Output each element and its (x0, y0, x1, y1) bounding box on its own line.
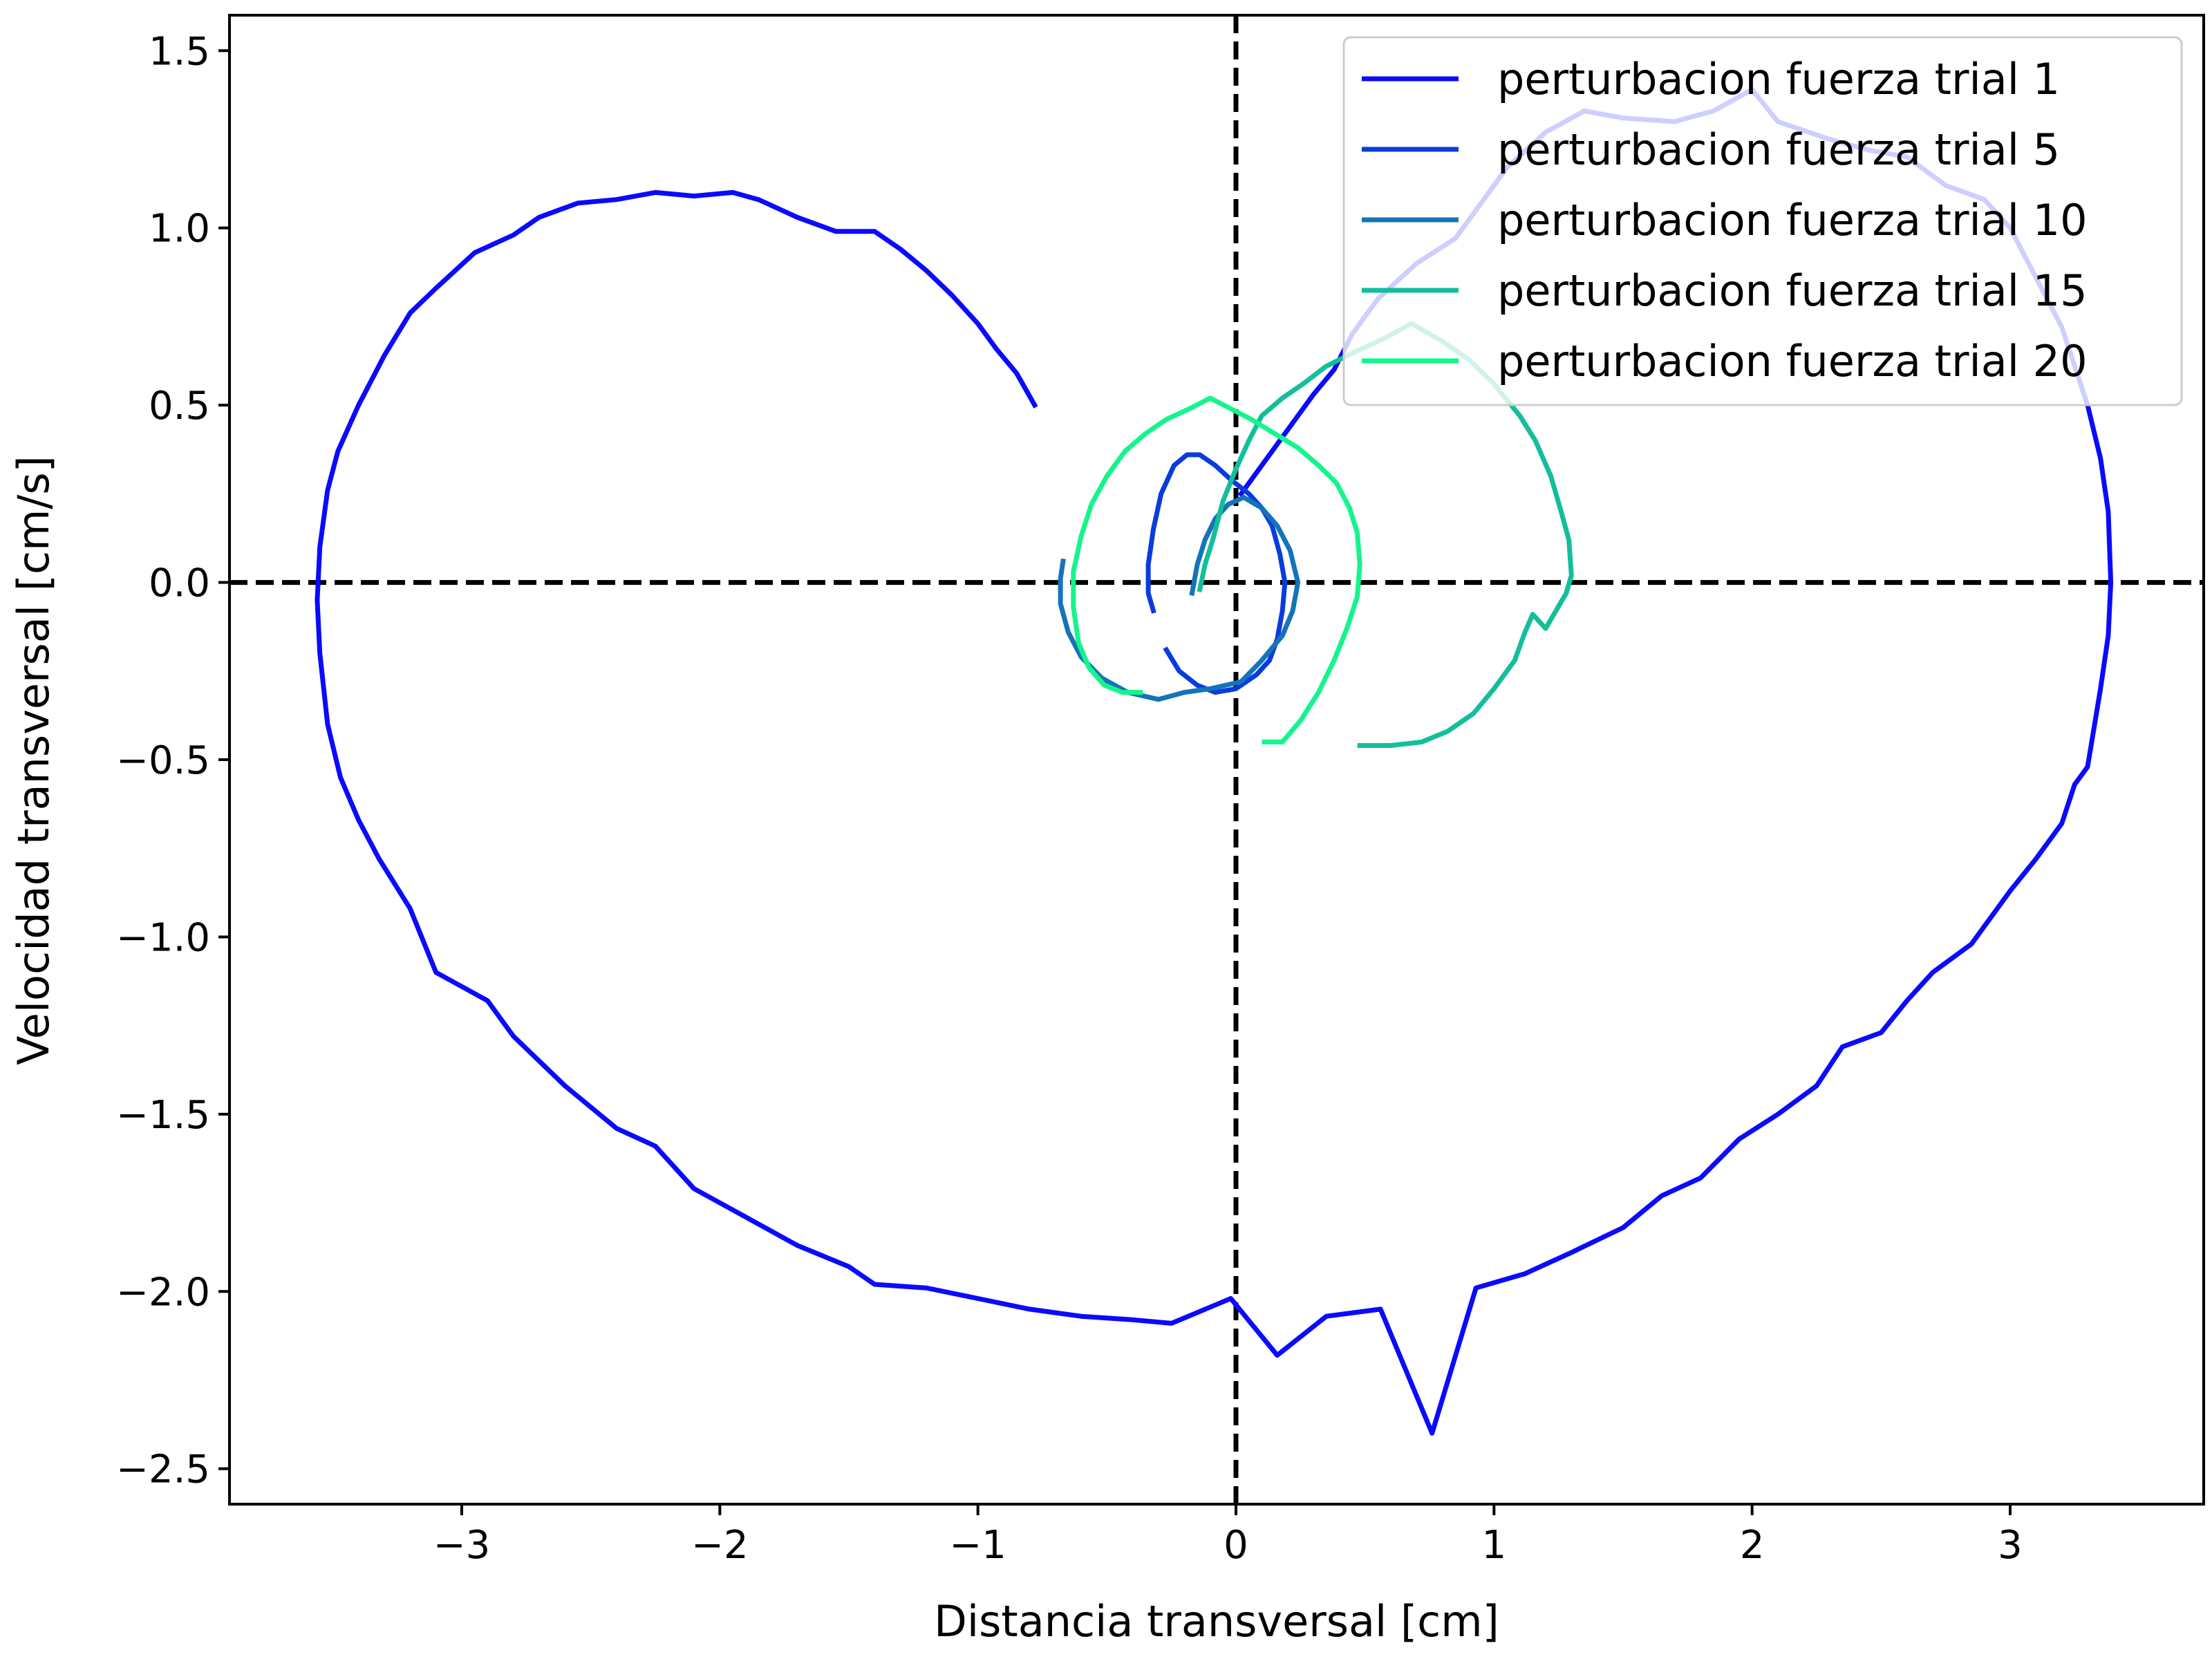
x-axis-ticks: −3 −2 −1 0 1 2 3 (433, 1504, 2023, 1568)
series-line-5 (1071, 395, 1362, 744)
legend-label-1: perturbacion fuerza trial 1 (1497, 54, 2060, 104)
x-tick-label: −2 (691, 1523, 749, 1568)
x-tick-label: −3 (433, 1523, 491, 1568)
x-tick-label: 1 (1482, 1523, 1507, 1568)
y-tick-label: −2.0 (116, 1270, 210, 1315)
legend-label-4: perturbacion fuerza trial 15 (1497, 265, 2088, 316)
series-line-3 (1058, 495, 1301, 702)
y-tick-label: −2.5 (116, 1447, 210, 1492)
legend-label-2: perturbacion fuerza trial 5 (1497, 124, 2060, 175)
x-tick-label: 0 (1224, 1523, 1248, 1568)
legend-label-5: perturbacion fuerza trial 20 (1497, 336, 2088, 386)
y-tick-label: −1.5 (116, 1093, 210, 1138)
legend-box (1342, 36, 2183, 406)
x-tick-label: 2 (1740, 1523, 1765, 1568)
y-tick-label: −1.0 (116, 915, 210, 960)
legend-label-3: perturbacion fuerza trial 10 (1497, 195, 2088, 245)
x-tick-label: −1 (949, 1523, 1006, 1568)
x-axis-label: Distancia transversal [cm] (934, 1596, 1499, 1647)
x-tick-label: 3 (1998, 1523, 2023, 1568)
reference-lines (229, 15, 2204, 1504)
legend-entries: perturbacion fuerza trial 1 perturbacion … (1362, 54, 2088, 386)
legend: perturbacion fuerza trial 1 perturbacion … (1342, 36, 2183, 406)
y-tick-label: 0.0 (149, 561, 210, 606)
y-axis-ticks: −2.5 −2.0 −1.5 −1.0 −0.5 0.0 0.5 1.0 1.5 (116, 29, 229, 1492)
y-tick-label: 1.5 (149, 29, 210, 74)
y-tick-label: 1.0 (149, 207, 210, 252)
y-tick-label: 0.5 (149, 384, 210, 429)
y-tick-label: −0.5 (116, 738, 210, 783)
y-axis-label: Velocidad transversal [cm/s] (8, 456, 59, 1065)
series-line-4 (1197, 321, 1574, 748)
